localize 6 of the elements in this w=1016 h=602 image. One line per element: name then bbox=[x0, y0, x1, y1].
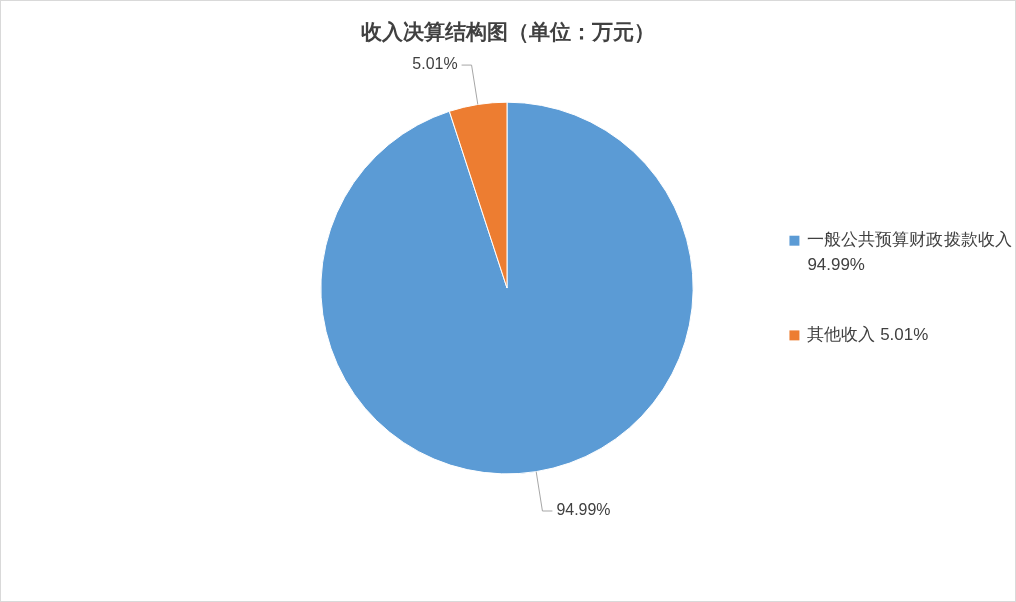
legend-label: 一般公共预算财政拨款收入 bbox=[807, 230, 1012, 250]
data-label: 94.99% bbox=[556, 501, 611, 519]
text: 94.99% bbox=[807, 255, 865, 275]
data-label: 5.01% bbox=[412, 55, 458, 73]
legend-label: 其他收入 5.01% bbox=[807, 325, 929, 345]
chart-title: 收入决算结构图（单位：万元） bbox=[360, 19, 656, 45]
